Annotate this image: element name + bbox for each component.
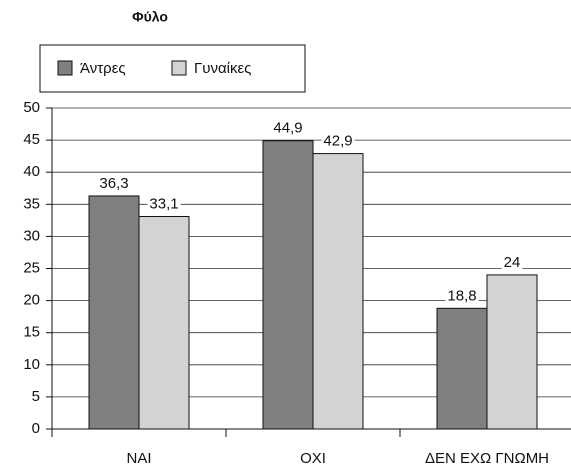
y-tick-label: 5 (32, 388, 40, 405)
value-label-bg (147, 195, 181, 213)
value-label: 44,9 (273, 120, 302, 137)
chart-title: Φύλο (132, 9, 168, 25)
value-label-bg (271, 119, 305, 137)
bar (486, 274, 538, 430)
bar (88, 195, 140, 430)
y-tick-label: 50 (23, 99, 40, 116)
y-tick-label: 0 (32, 420, 40, 437)
legend-swatch (171, 60, 187, 76)
y-tick-label: 15 (23, 324, 40, 341)
y-tick-label: 35 (23, 195, 40, 212)
x-tick-label: NAI (126, 450, 151, 467)
value-label: 42,9 (323, 133, 352, 150)
value-label: 18,8 (447, 287, 476, 304)
y-tick-label: 20 (23, 292, 40, 309)
bar (138, 215, 190, 430)
value-label: 36,3 (99, 175, 128, 192)
legend-label: Άντρες (80, 60, 126, 77)
x-tick-label: ΔΕΝ ΕΧΩ ΓΝΩΜΗ (425, 450, 549, 467)
value-label-bg (321, 132, 355, 150)
value-label: 33,1 (149, 195, 178, 212)
value-label-bg (445, 287, 479, 305)
value-label: 24 (504, 254, 521, 271)
y-tick-label: 30 (23, 227, 40, 244)
legend-swatch (57, 60, 73, 76)
y-tick-label: 10 (23, 356, 40, 373)
legend-label: Γυναίκες (194, 60, 251, 77)
value-label-bg (501, 253, 523, 271)
y-tick-label: 45 (23, 131, 40, 148)
x-tick-label: OXI (300, 450, 326, 467)
bar (312, 153, 364, 430)
y-tick-label: 25 (23, 259, 40, 276)
bar (436, 307, 488, 430)
y-tick-label: 40 (23, 163, 40, 180)
bar (262, 140, 314, 430)
value-label-bg (97, 174, 131, 192)
